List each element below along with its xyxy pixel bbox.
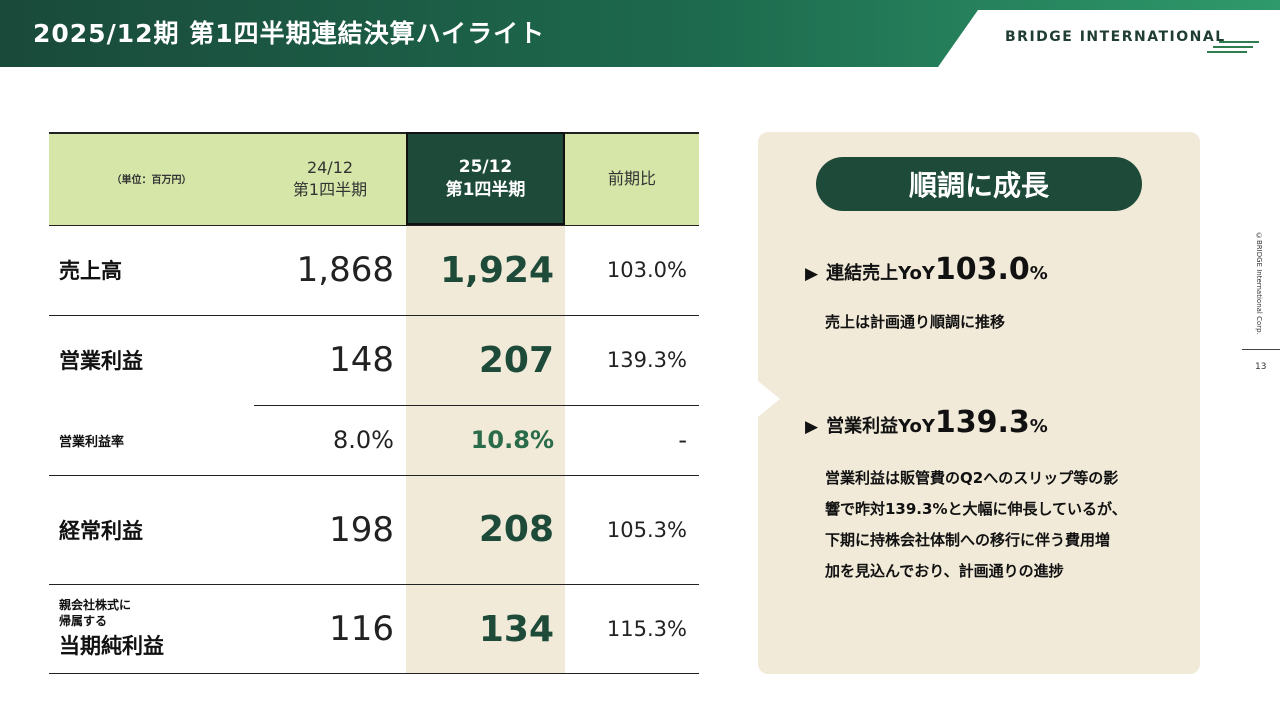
column-header-prev: 24/12 第1四半期	[254, 132, 406, 225]
point-operating-text-line: 営業利益は販管費のQ2へのスリップ等の影	[825, 469, 1119, 487]
operating-profit-current-value: 207	[478, 339, 554, 381]
operating-margin-prev-value: 8.0%	[333, 426, 394, 454]
copyright-text: ©BRIDGE International Corp.	[1255, 232, 1263, 335]
highlight-column	[406, 225, 565, 674]
row-label-net-income: 親会社株式に 帰属する 当期純利益	[59, 584, 254, 674]
point-sales-heading: ▶ 連結売上YoY 103.0 %	[805, 252, 1048, 287]
row-label-sales: 売上高	[59, 259, 122, 283]
operating-margin-current-value: 10.8%	[470, 426, 554, 454]
table-header-row	[49, 132, 699, 225]
table-bottom-rule	[49, 673, 699, 674]
unit-label-cell: （単位：百万円）	[49, 132, 254, 225]
ordinary-profit-current-value: 208	[478, 509, 554, 550]
row-label-ordinary-profit: 経常利益	[59, 518, 143, 543]
ordinary-profit-prev-value: 198	[329, 509, 394, 550]
page-number: 13	[1255, 362, 1267, 372]
highlight-panel	[758, 132, 1200, 674]
column-header-current: 25/12 第1四半期	[406, 132, 565, 225]
row-divider	[254, 405, 699, 406]
point-operating-unit: %	[1029, 416, 1048, 437]
point-sales-value: 103.0	[934, 252, 1030, 287]
net-income-prev-value: 116	[329, 609, 394, 649]
column-header-current-period: 第1四半期	[445, 179, 526, 200]
panel-notch	[758, 381, 780, 417]
point-operating-text-line: 響で昨対139.3%と大幅に伸長しているが、	[825, 500, 1127, 518]
column-header-prev-period: 第1四半期	[292, 179, 368, 199]
row-divider	[49, 315, 699, 316]
operating-margin-ratio-value: -	[678, 426, 687, 454]
sales-current-value: 1,924	[440, 249, 554, 291]
net-income-ratio-value: 115.3%	[606, 617, 687, 641]
sales-ratio-value: 103.0%	[606, 258, 687, 282]
logo-stripes-icon	[1207, 41, 1259, 53]
point-sales-label: 連結売上YoY	[826, 263, 935, 284]
net-income-label-line3: 当期純利益	[59, 633, 164, 658]
row-label-operating-margin: 営業利益率	[59, 434, 125, 450]
column-header-prev-year: 24/12	[306, 157, 354, 177]
row-divider	[49, 584, 699, 585]
logo-background	[938, 10, 1280, 67]
net-income-label-line1: 親会社株式に	[59, 598, 132, 613]
row-divider	[49, 225, 699, 226]
operating-profit-ratio-value: 139.3%	[606, 348, 687, 372]
point-operating-text-line: 加を見込んでおり、計画通りの進捗	[825, 562, 1064, 580]
row-divider	[49, 475, 699, 476]
point-operating-value: 139.3	[934, 405, 1030, 440]
triangle-right-icon: ▶	[805, 417, 819, 437]
row-label-operating-profit: 営業利益	[59, 349, 143, 373]
point-operating-text: 営業利益は販管費のQ2へのスリップ等の影 響で昨対139.3%と大幅に伸長してい…	[825, 463, 1127, 587]
page-divider	[1242, 349, 1280, 350]
point-sales-unit: %	[1029, 263, 1048, 284]
operating-profit-prev-value: 148	[329, 340, 394, 380]
point-sales-text: 売上は計画通り順調に推移	[825, 313, 1006, 331]
net-income-current-value: 134	[478, 608, 554, 650]
column-header-ratio-label: 前期比	[607, 168, 656, 188]
highlight-column-header	[406, 132, 565, 225]
column-header-ratio: 前期比	[565, 132, 699, 225]
ordinary-profit-ratio-value: 105.3%	[606, 517, 687, 542]
column-header-current-year: 25/12	[458, 156, 513, 177]
triangle-right-icon: ▶	[805, 264, 819, 284]
company-logo: BRIDGE INTERNATIONAL	[1005, 29, 1226, 45]
point-operating-text-line: 下期に持株会社体制への移行に伴う費用増	[825, 531, 1111, 549]
unit-label: （単位：百万円）	[111, 175, 192, 186]
point-operating-heading: ▶ 営業利益YoY 139.3 %	[805, 405, 1048, 440]
panel-title: 順調に成長	[816, 157, 1142, 211]
net-income-label-line2: 帰属する	[59, 614, 108, 628]
page-title: 2025/12期 第1四半期連結決算ハイライト	[33, 19, 546, 48]
point-operating-label: 営業利益YoY	[826, 416, 935, 437]
sales-prev-value: 1,868	[296, 250, 394, 290]
financial-table: （単位：百万円） 24/12 第1四半期 25/12 第1四半期 前期比 売上高…	[49, 132, 699, 674]
